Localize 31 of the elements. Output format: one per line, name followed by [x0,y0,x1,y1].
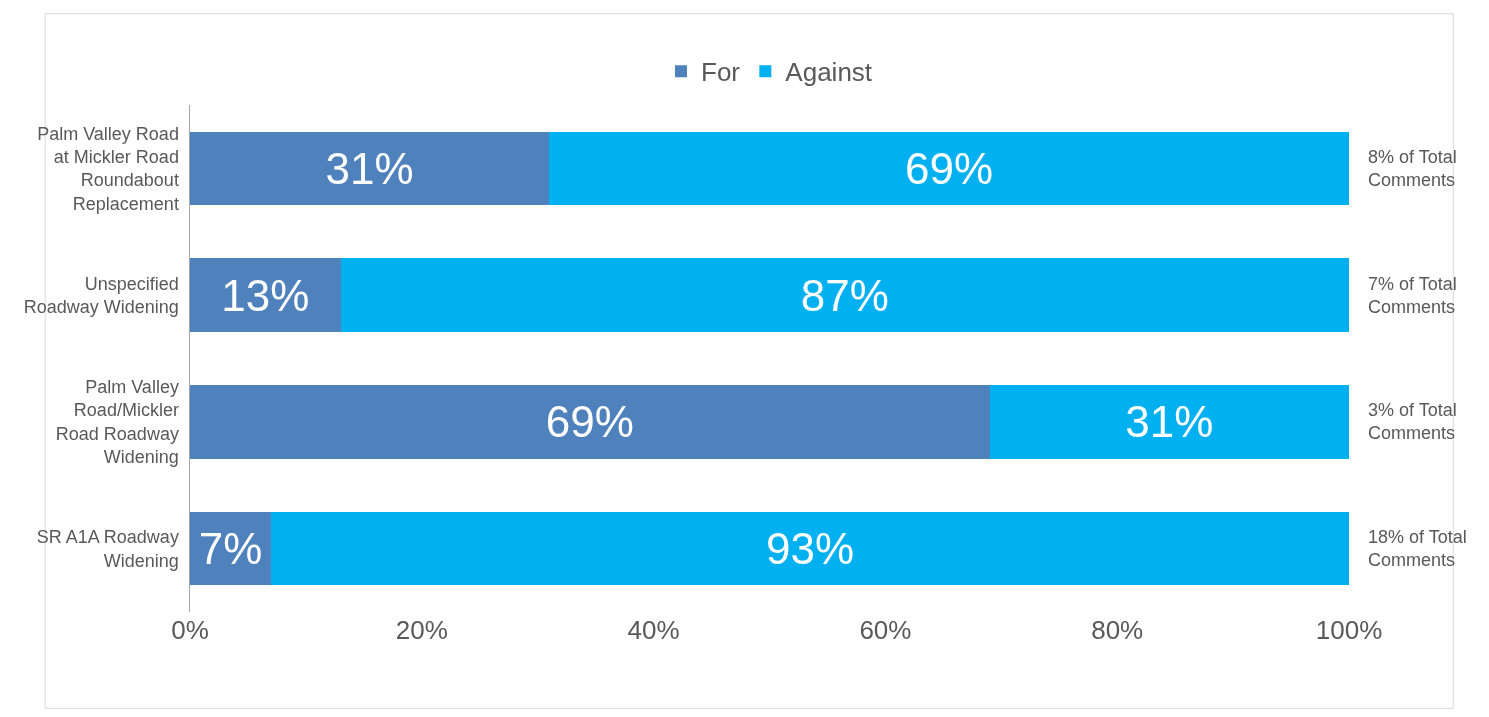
text: 18% of Total Comments [1368,527,1467,571]
bar [549,131,1349,206]
bar [340,258,1349,332]
x-tick-label: 0% [171,615,209,645]
x-tick-label: 60% [859,615,912,645]
y-tick-label: Palm Valley Road/Mickler Road Roadway Widening [55,377,179,468]
bar [271,511,1349,586]
y-tick-label: Unspecified Roadway Widening [23,273,179,318]
data-label: 69% [905,143,994,193]
data-label: 31% [1125,397,1214,447]
text: 8% of Total Comments [1368,147,1457,191]
bar [190,131,550,206]
legend-label: Against [785,57,873,88]
x-tick-label: 20% [395,615,448,645]
data-label: 13% [221,270,310,320]
data-label: 31% [325,143,414,193]
y-tick-label: Palm Valley Road at Mickler Road Roundabout Replacement [37,123,179,214]
text: 7% of Total Comments [1368,274,1457,318]
x-tick-label: 40% [627,615,680,645]
x-tick-label: 100% [1315,615,1383,645]
data-label: 69% [545,397,634,447]
data-label: 7% [198,524,263,574]
data-label: 93% [766,524,855,574]
bar [190,258,341,332]
bar [989,385,1349,459]
text: 3% of Total Comments [1368,400,1457,444]
legend-label: For [701,57,741,88]
x-tick-label: 80% [1091,615,1144,645]
y-tick-label: SR A1A Roadway Widening [36,527,179,571]
data-label: 87% [800,270,889,320]
bar [190,385,990,459]
